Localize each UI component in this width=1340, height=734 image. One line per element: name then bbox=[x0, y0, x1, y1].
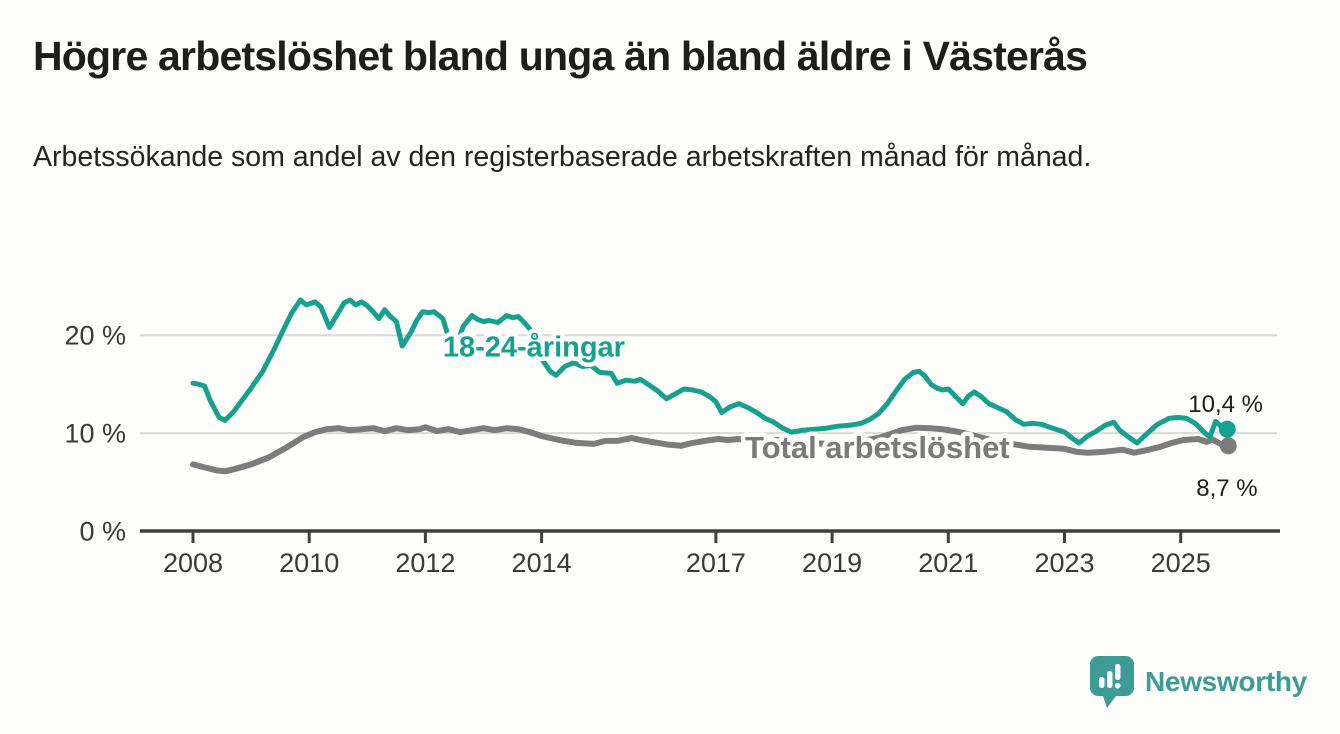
x-tick-label: 2014 bbox=[512, 548, 572, 578]
chart-plot: 0 % 10 % 20 % 2008 2010 2012 2014 2017 2019 2021… bbox=[64, 297, 1280, 578]
x-tick-label: 2010 bbox=[279, 548, 339, 578]
bar-chart-glyph bbox=[1099, 664, 1121, 689]
x-axis-labels: 2008 2010 2012 2014 2017 2019 2021 2023 2025 bbox=[163, 548, 1211, 578]
y-axis-labels: 0 % 10 % 20 % bbox=[64, 321, 126, 547]
series-label-total: Total arbetslöshet bbox=[745, 430, 1010, 465]
end-dot-youth bbox=[1218, 420, 1236, 438]
page-title: Högre arbetslöshet bland unga än bland ä… bbox=[33, 33, 1088, 79]
x-tick-label: 2025 bbox=[1151, 548, 1211, 578]
y-tick-label: 20 % bbox=[64, 321, 126, 351]
line-chart-figure: 0 % 10 % 20 % 2008 2010 2012 2014 2017 2019 2021… bbox=[0, 250, 1340, 630]
end-dot-total bbox=[1219, 437, 1237, 455]
newsworthy-logo-text: Newsworthy bbox=[1145, 666, 1307, 697]
x-tick-label: 2021 bbox=[918, 548, 978, 578]
y-tick-label: 0 % bbox=[79, 517, 126, 547]
x-tick-label: 2019 bbox=[802, 548, 862, 578]
y-tick-label: 10 % bbox=[64, 419, 126, 449]
series-total-line bbox=[190, 424, 1228, 475]
end-value-label-youth: 10,4 % bbox=[1188, 391, 1263, 418]
x-tick-label: 2017 bbox=[686, 548, 746, 578]
series-lines bbox=[190, 297, 1228, 475]
x-tick-label: 2008 bbox=[163, 548, 223, 578]
newsworthy-logo: Newsworthy bbox=[1090, 656, 1307, 708]
newsworthy-logo-icon bbox=[1090, 656, 1134, 708]
x-axis bbox=[140, 529, 1280, 543]
x-tick-label: 2023 bbox=[1034, 548, 1094, 578]
end-value-label-total: 8,7 % bbox=[1196, 475, 1257, 502]
series-label-youth: 18-24-åringar bbox=[443, 332, 625, 364]
series-youth-line bbox=[190, 297, 1227, 446]
chart-subtitle: Arbetssökande som andel av den registerb… bbox=[33, 141, 1092, 173]
gridlines bbox=[140, 334, 1277, 435]
x-tick-label: 2012 bbox=[395, 548, 455, 578]
end-dots bbox=[1218, 420, 1237, 455]
